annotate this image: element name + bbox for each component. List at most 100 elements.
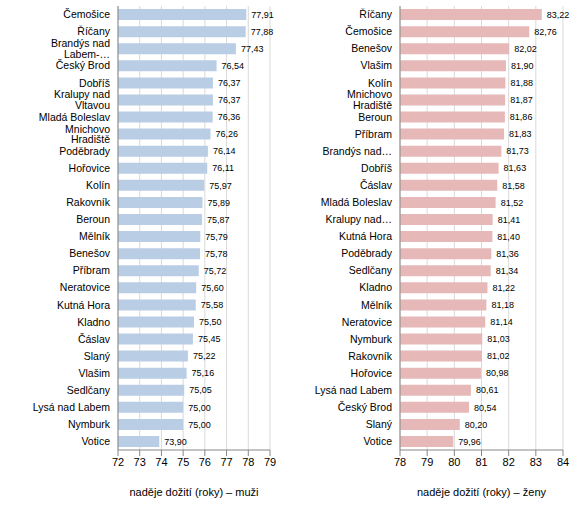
svg-text:Sedlčany: Sedlčany [67,384,111,396]
svg-text:76,37: 76,37 [218,78,241,88]
svg-text:82: 82 [503,456,515,468]
svg-text:75,00: 75,00 [188,420,211,430]
svg-text:Beroun: Beroun [358,111,392,123]
svg-text:76,37: 76,37 [218,95,241,105]
svg-text:81,40: 81,40 [497,232,520,242]
svg-text:naděje dožití (roky) – ženy: naděje dožití (roky) – ženy [417,486,547,498]
svg-text:77,43: 77,43 [241,44,264,54]
svg-text:75,58: 75,58 [201,300,224,310]
svg-text:75,00: 75,00 [188,403,211,413]
svg-text:Kralupy nadVltavou: Kralupy nadVltavou [54,88,110,111]
svg-text:73,90: 73,90 [164,437,187,447]
svg-text:Mladá Boleslav: Mladá Boleslav [39,111,111,123]
svg-text:Říčany: Říčany [359,8,392,20]
svg-text:Mělník: Mělník [361,299,393,311]
svg-text:Dobříš: Dobříš [361,162,392,174]
svg-text:81,41: 81,41 [498,215,521,225]
svg-text:Kutná Hora: Kutná Hora [339,230,392,242]
svg-text:75: 75 [177,456,189,468]
svg-text:78: 78 [242,456,254,468]
svg-text:81,90: 81,90 [511,61,534,71]
svg-text:81: 81 [475,456,487,468]
svg-text:Benešov: Benešov [351,42,393,54]
svg-text:82,76: 82,76 [534,27,557,37]
svg-text:Dobříš: Dobříš [79,77,110,89]
svg-text:76,11: 76,11 [212,163,234,173]
svg-text:80,20: 80,20 [465,420,488,430]
svg-text:Kolín: Kolín [86,179,110,191]
svg-text:Kladno: Kladno [359,281,392,293]
svg-text:MnichovoHradiště: MnichovoHradiště [65,123,110,146]
svg-text:Beroun: Beroun [76,213,110,225]
svg-text:81,14: 81,14 [490,317,513,327]
svg-text:Poděbrady: Poděbrady [59,145,111,157]
svg-text:Český Brod: Český Brod [338,401,392,413]
svg-text:Sedlčany: Sedlčany [349,264,393,276]
svg-text:75,72: 75,72 [204,266,227,276]
svg-text:Kolín: Kolín [368,77,392,89]
svg-text:75,16: 75,16 [192,368,215,378]
svg-text:Mělník: Mělník [79,230,111,242]
svg-text:75,45: 75,45 [198,334,221,344]
svg-text:Lysá nad Labem: Lysá nad Labem [315,384,393,396]
svg-text:Čemošice: Čemošice [345,25,392,37]
svg-text:Rakovník: Rakovník [348,350,393,362]
svg-text:76,36: 76,36 [218,112,241,122]
svg-text:81,36: 81,36 [496,249,519,259]
svg-text:83: 83 [530,456,542,468]
svg-text:Votice: Votice [363,435,392,447]
svg-text:83,22: 83,22 [547,10,570,20]
svg-text:81,58: 81,58 [502,181,525,191]
svg-text:81,03: 81,03 [487,334,510,344]
svg-text:Brandýs nadLabem-…: Brandýs nadLabem-… [51,37,110,60]
svg-text:Čáslav: Čáslav [78,333,111,345]
svg-text:76,54: 76,54 [222,61,245,71]
svg-text:77,91: 77,91 [251,10,274,20]
svg-text:Brandýs nad…: Brandýs nad… [323,145,392,157]
svg-text:81,52: 81,52 [501,198,524,208]
svg-text:74: 74 [155,456,167,468]
svg-text:75,50: 75,50 [199,317,222,327]
svg-text:Nymburk: Nymburk [350,333,393,345]
svg-text:Český Brod: Český Brod [56,59,110,71]
svg-text:81,63: 81,63 [504,163,527,173]
svg-text:75,78: 75,78 [205,249,228,259]
svg-text:Slaný: Slaný [366,418,393,430]
svg-text:Rakovník: Rakovník [66,196,111,208]
svg-text:73: 73 [134,456,146,468]
svg-text:76,26: 76,26 [216,129,239,139]
svg-text:81,88: 81,88 [510,78,533,88]
svg-text:Hořovice: Hořovice [351,367,393,379]
svg-text:naděje dožití (roky) – muži: naděje dožití (roky) – muži [130,486,259,498]
svg-text:Lysá nad Labem: Lysá nad Labem [33,401,111,413]
svg-text:78: 78 [394,456,406,468]
svg-text:81,34: 81,34 [496,266,519,276]
svg-text:80,98: 80,98 [486,368,509,378]
svg-text:Hořovice: Hořovice [69,162,111,174]
svg-text:75,79: 75,79 [205,232,228,242]
svg-text:82,02: 82,02 [514,44,537,54]
svg-text:Vlašim: Vlašim [78,367,110,379]
svg-text:Neratovice: Neratovice [60,281,110,293]
svg-text:Slaný: Slaný [84,350,111,362]
svg-text:81,73: 81,73 [506,146,529,156]
svg-text:80,54: 80,54 [474,403,497,413]
svg-text:79: 79 [264,456,276,468]
svg-text:75,89: 75,89 [207,198,230,208]
svg-text:72: 72 [112,456,124,468]
svg-text:81,22: 81,22 [492,283,515,293]
svg-text:75,60: 75,60 [201,283,224,293]
svg-text:75,87: 75,87 [207,215,230,225]
svg-text:Benešov: Benešov [69,247,111,259]
svg-text:81,18: 81,18 [491,300,514,310]
svg-text:81,87: 81,87 [510,95,533,105]
svg-text:80: 80 [448,456,460,468]
svg-text:84: 84 [557,456,569,468]
svg-text:Čáslav: Čáslav [360,179,393,191]
svg-text:Votice: Votice [81,435,110,447]
svg-text:Čemošice: Čemošice [63,8,110,20]
svg-text:76,14: 76,14 [213,146,236,156]
svg-text:81,83: 81,83 [509,129,532,139]
svg-text:75,22: 75,22 [193,351,216,361]
svg-text:Nymburk: Nymburk [68,418,111,430]
